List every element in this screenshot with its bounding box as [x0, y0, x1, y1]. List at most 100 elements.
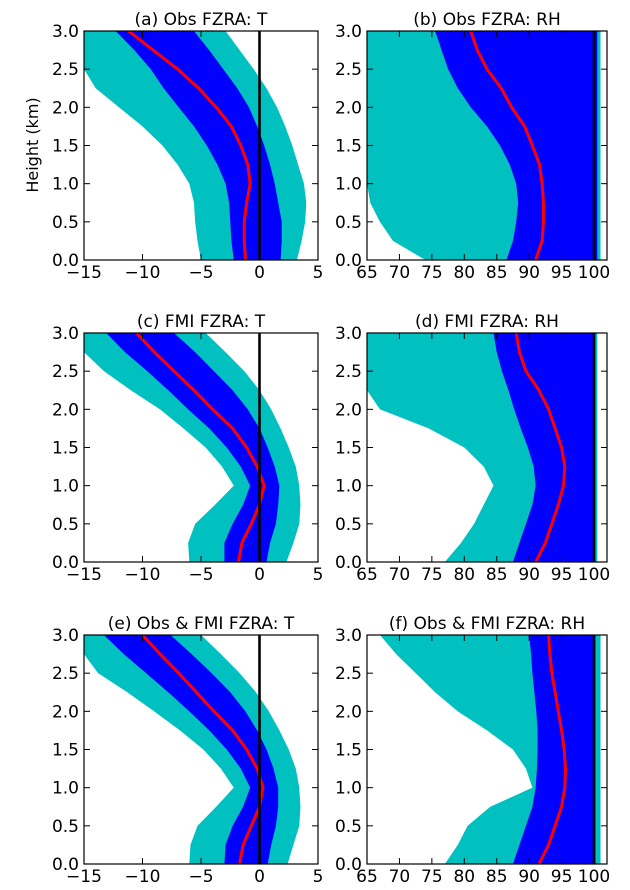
y-tick-label: 2.0 — [52, 400, 79, 420]
inner-percentile-band — [115, 31, 282, 260]
y-tick-label: 0.5 — [335, 213, 362, 233]
y-tick-label: 0.5 — [52, 515, 79, 535]
x-tick-label: 75 — [421, 263, 443, 283]
x-tick-label: 85 — [486, 867, 508, 887]
y-tick-label: 2.5 — [335, 664, 362, 684]
x-tick-label: −5 — [188, 263, 213, 283]
x-tick-label: 85 — [486, 263, 508, 283]
y-tick-label: 0.5 — [335, 817, 362, 837]
x-tick-label: −15 — [66, 867, 102, 887]
x-tick-label: 85 — [486, 565, 508, 585]
x-tick-label: −10 — [125, 867, 161, 887]
x-tick-label: 5 — [313, 263, 324, 283]
x-tick-label: −15 — [66, 263, 102, 283]
median-line — [514, 333, 567, 562]
y-tick-label: 1.5 — [52, 439, 79, 459]
y-tick-label: 1.5 — [52, 741, 79, 761]
x-tick-label: 90 — [518, 565, 540, 585]
x-tick-label: 70 — [389, 263, 411, 283]
x-tick-label: 65 — [356, 263, 378, 283]
y-tick-label: 1.0 — [335, 175, 362, 195]
y-tick-label: 1.0 — [52, 477, 79, 497]
plot-area — [84, 31, 307, 260]
y-tick-label: 2.0 — [52, 702, 79, 722]
panel-title: (e) Obs & FMI FZRA: T — [108, 614, 295, 634]
x-tick-label: 65 — [356, 867, 378, 887]
x-tick-label: 80 — [453, 867, 475, 887]
y-tick-label: 3.0 — [335, 324, 362, 344]
x-tick-label: −10 — [125, 263, 161, 283]
y-tick-label: 1.0 — [335, 779, 362, 799]
x-tick-label: 5 — [313, 867, 324, 887]
plot-area — [367, 31, 601, 260]
y-tick-label: 2.5 — [335, 60, 362, 80]
y-tick-label: 1.5 — [335, 741, 362, 761]
median-line — [469, 31, 545, 260]
y-tick-label: 0.5 — [335, 515, 362, 535]
y-tick-label: 0.0 — [335, 251, 362, 271]
median-line — [141, 635, 265, 864]
y-tick-label: 1.0 — [52, 175, 79, 195]
y-tick-label: 2.0 — [52, 98, 79, 118]
x-tick-label: −5 — [188, 565, 213, 585]
x-tick-label: −10 — [125, 565, 161, 585]
x-tick-label: 70 — [389, 565, 411, 585]
x-tick-label: 80 — [453, 565, 475, 585]
y-tick-label: 3.0 — [52, 324, 79, 344]
y-tick-label: 2.0 — [335, 400, 362, 420]
x-tick-label: −15 — [66, 565, 102, 585]
panel-a: −15 −10 −5 0 5 0.0 0.5 1.0 1.5 2.0 2.5 3.0 (a) Obs F… — [52, 10, 323, 283]
y-tick-label: 0.0 — [52, 553, 79, 573]
plot-area — [379, 635, 601, 864]
inner-percentile-band — [512, 635, 596, 864]
x-tick-label: 95 — [551, 867, 573, 887]
y-tick-label: 2.5 — [52, 362, 79, 382]
x-tick-label: 95 — [551, 263, 573, 283]
y-tick-label: 2.5 — [52, 664, 79, 684]
x-tick-label: 70 — [389, 867, 411, 887]
panel-c: −15 −10 −5 0 5 0.0 0.5 1.0 1.5 2.0 2.5 3.0 (c) FMI F… — [52, 312, 323, 585]
x-tick-label: 75 — [421, 565, 443, 585]
x-tick-label: 0 — [254, 565, 265, 585]
y-tick-label: 1.0 — [52, 779, 79, 799]
y-tick-label: 3.0 — [52, 626, 79, 646]
y-tick-label: 2.5 — [52, 60, 79, 80]
panel-title: (b) Obs FZRA: RH — [413, 10, 561, 30]
x-tick-label: 75 — [421, 867, 443, 887]
inner-percentile-band — [493, 333, 595, 562]
x-tick-label: 5 — [313, 565, 324, 585]
y-tick-label: 3.0 — [335, 626, 362, 646]
plot-area — [84, 635, 301, 864]
x-tick-label: 100 — [578, 565, 610, 585]
panel-e: −15 −10 −5 0 5 0.0 0.5 1.0 1.5 2.0 2.5 3.0 (e) Obs &… — [52, 614, 323, 887]
y-tick-label: 0.5 — [52, 213, 79, 233]
median-line — [135, 333, 266, 562]
panel-title: (d) FMI FZRA: RH — [415, 312, 559, 332]
y-tick-label: 0.0 — [52, 855, 79, 875]
y-tick-label: 2.0 — [335, 702, 362, 722]
y-axis-label: Height (km) — [23, 97, 42, 192]
plot-area — [367, 333, 598, 562]
y-tick-label: 1.5 — [335, 137, 362, 157]
y-tick-label: 1.5 — [335, 439, 362, 459]
x-tick-label: 100 — [578, 263, 610, 283]
median-line — [127, 31, 252, 260]
panel-title: (c) FMI FZRA: T — [137, 312, 266, 332]
x-tick-label: 0 — [254, 867, 265, 887]
x-tick-label: 90 — [518, 867, 540, 887]
plot-area — [84, 333, 301, 562]
y-tick-label: 0.0 — [335, 553, 362, 573]
panel-title: (a) Obs FZRA: T — [135, 10, 269, 30]
inner-percentile-band — [435, 31, 598, 260]
panel-f: 65 70 75 80 85 90 95 100 0.0 0.5 1.0 1.5 2.0 2.5 3.0 (f… — [335, 614, 610, 887]
y-tick-label: 1.5 — [52, 137, 79, 157]
x-tick-label: 90 — [518, 263, 540, 283]
y-tick-label: 0.5 — [52, 817, 79, 837]
panel-title: (f) Obs & FMI FZRA: RH — [389, 614, 585, 634]
y-tick-label: 1.0 — [335, 477, 362, 497]
x-tick-label: 100 — [578, 867, 610, 887]
y-tick-label: 2.0 — [335, 98, 362, 118]
x-tick-label: 95 — [551, 565, 573, 585]
x-tick-label: 0 — [254, 263, 265, 283]
